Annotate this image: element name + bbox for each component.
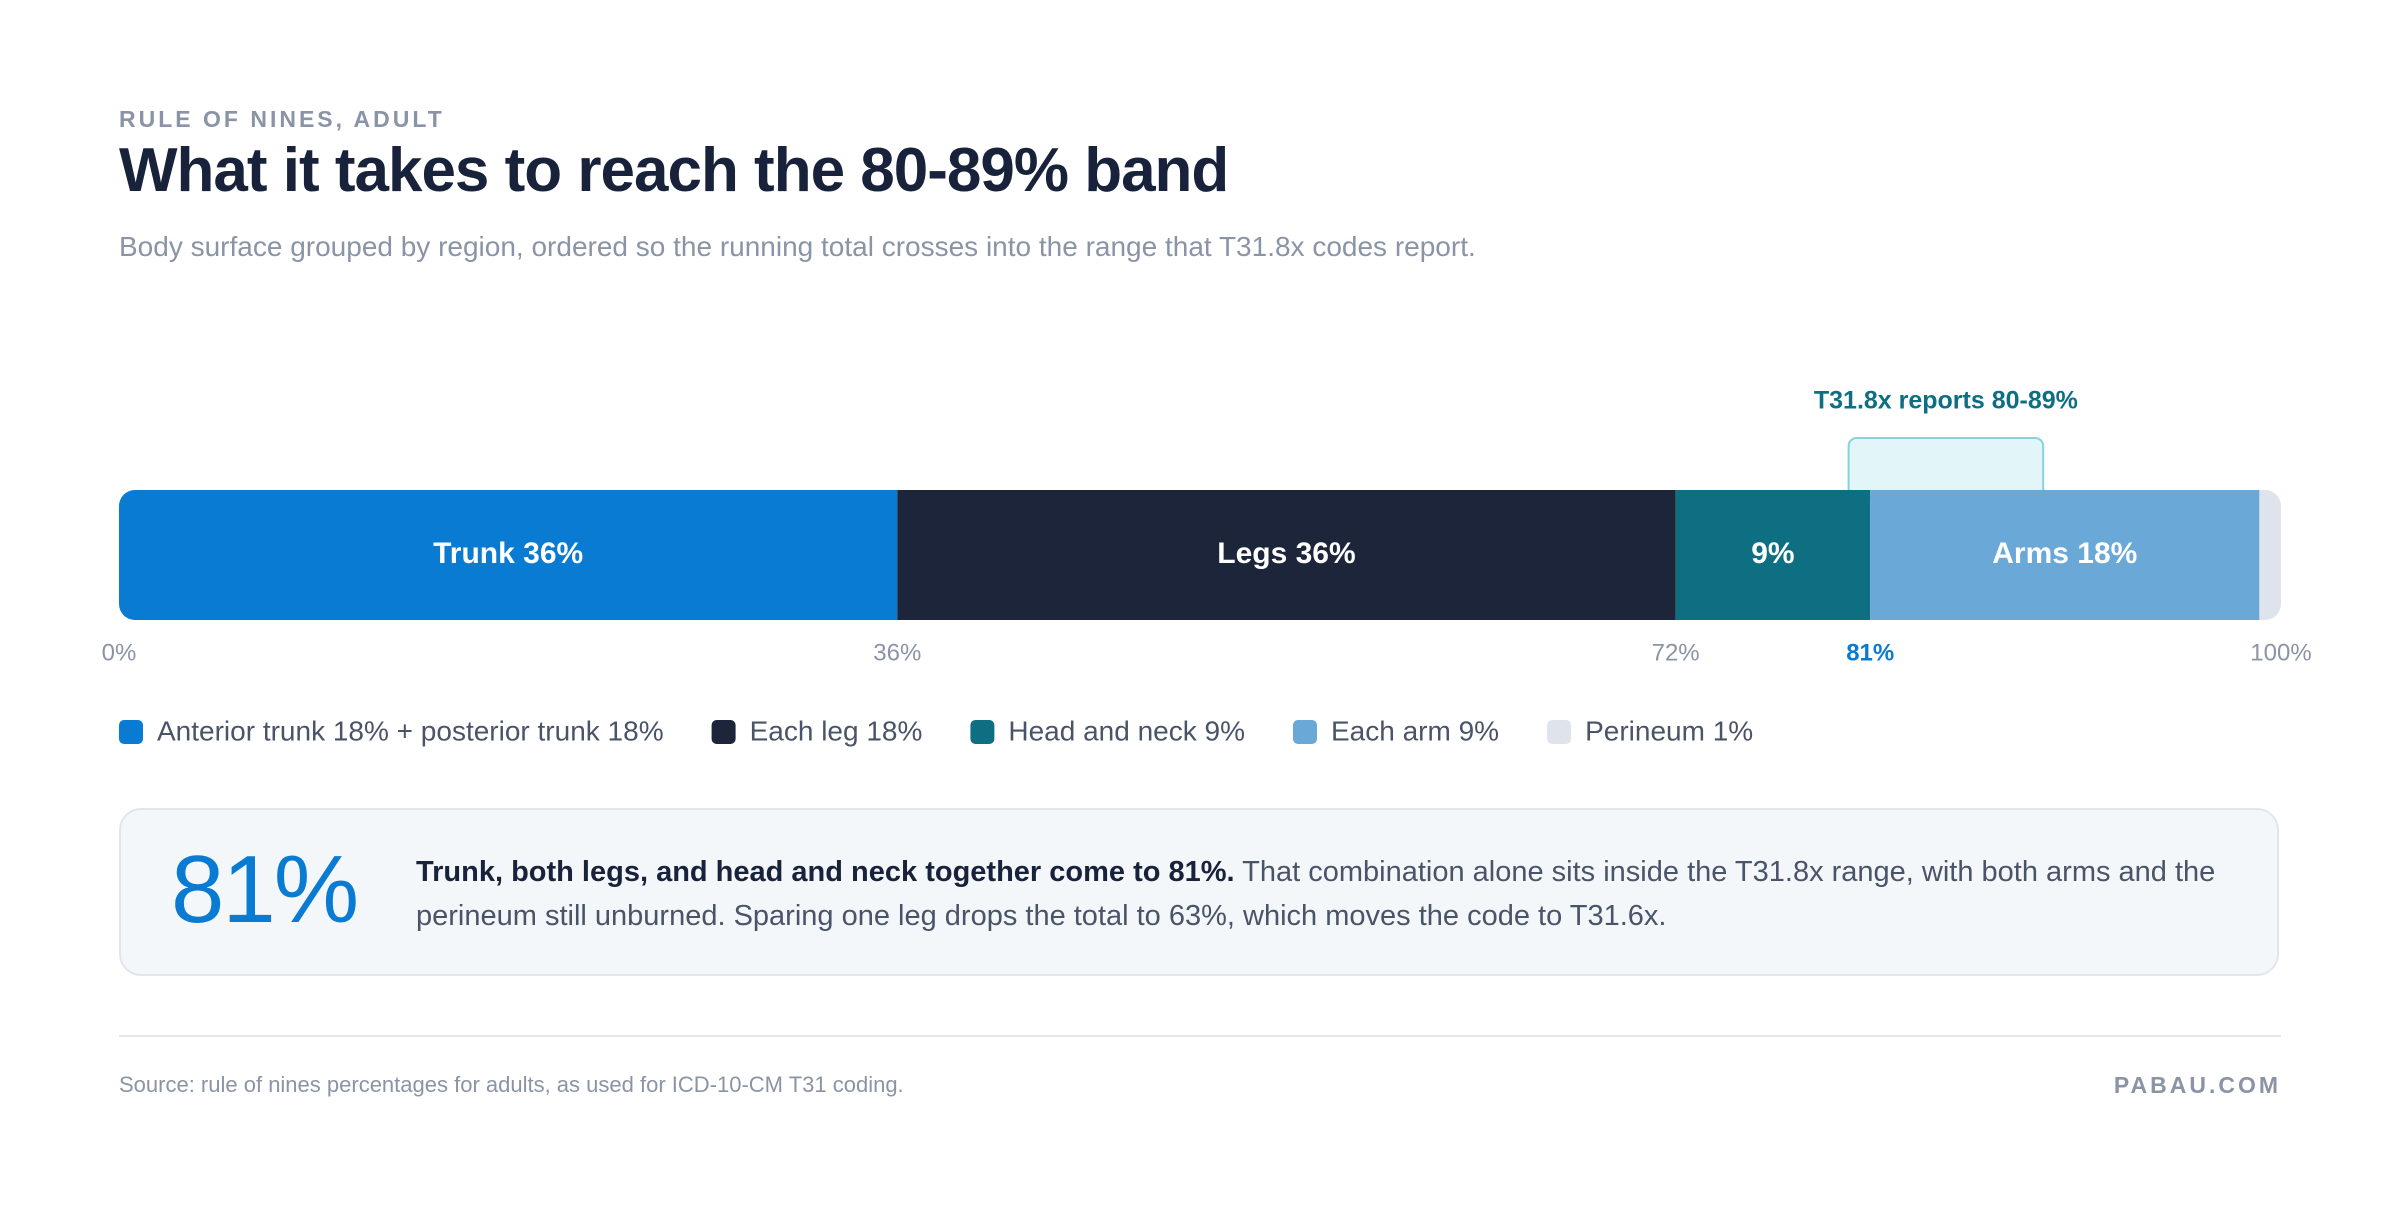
callout-body: That combination alone sits inside the T… [416,856,2216,932]
bar-segment [1870,490,2260,620]
divider [119,1035,2281,1037]
x-tick-label: 36% [873,639,921,666]
bar-label: Arms 18% [1992,537,2137,570]
callout-bold: Trunk, both legs, and head and neck toge… [416,856,1235,888]
callout-text: Trunk, both legs, and head and neck toge… [416,850,2246,938]
legend-swatch [711,720,736,744]
source: Source: rule of nines percentages for ad… [119,1072,904,1097]
legend-label: Each leg 18% [750,715,923,746]
callout: 81% Trunk, both legs, and head and neck … [119,808,2279,976]
chart-title: What it takes to reach the 80-89% band [119,136,1229,205]
x-tick-label: 100% [2250,639,2311,666]
legend-label: Each arm 9% [1331,715,1499,746]
legend-label: Anterior trunk 18% + posterior trunk 18% [157,715,664,746]
legend-label: Perineum 1% [1585,715,1753,746]
band-label: T31.8x reports 80-89% [1814,387,2078,415]
bar-segment [2259,490,2281,620]
legend-swatch [119,720,143,744]
legend-swatch [1293,720,1317,744]
x-tick-label: 72% [1652,639,1700,666]
eyebrow: RULE OF NINES, ADULT [119,106,445,132]
bar-segment [897,490,1676,620]
bar-label: 9% [1751,537,1794,570]
callout-figure: 81% [171,836,359,943]
bar-group [119,490,2281,620]
chart: Trunk 36% Legs 36% 9% Arms 18% T31.8x report… [102,387,2312,747]
bar-label: Legs 36% [1217,537,1355,570]
legend-swatch [1547,720,1572,744]
brand: PABAU.COM [2113,1072,2281,1098]
chart-subtitle: Body surface grouped by region, ordered … [119,231,1476,262]
x-tick-label: 0% [102,639,137,666]
legend-swatch [970,720,995,744]
band-range [1847,437,2045,499]
bar-label: Trunk 36% [433,537,583,570]
x-tick-label: 81% [1846,639,1894,666]
legend-label: Head and neck 9% [1008,715,1245,746]
bar-segment [119,490,898,620]
bar-segment [1675,490,1871,620]
